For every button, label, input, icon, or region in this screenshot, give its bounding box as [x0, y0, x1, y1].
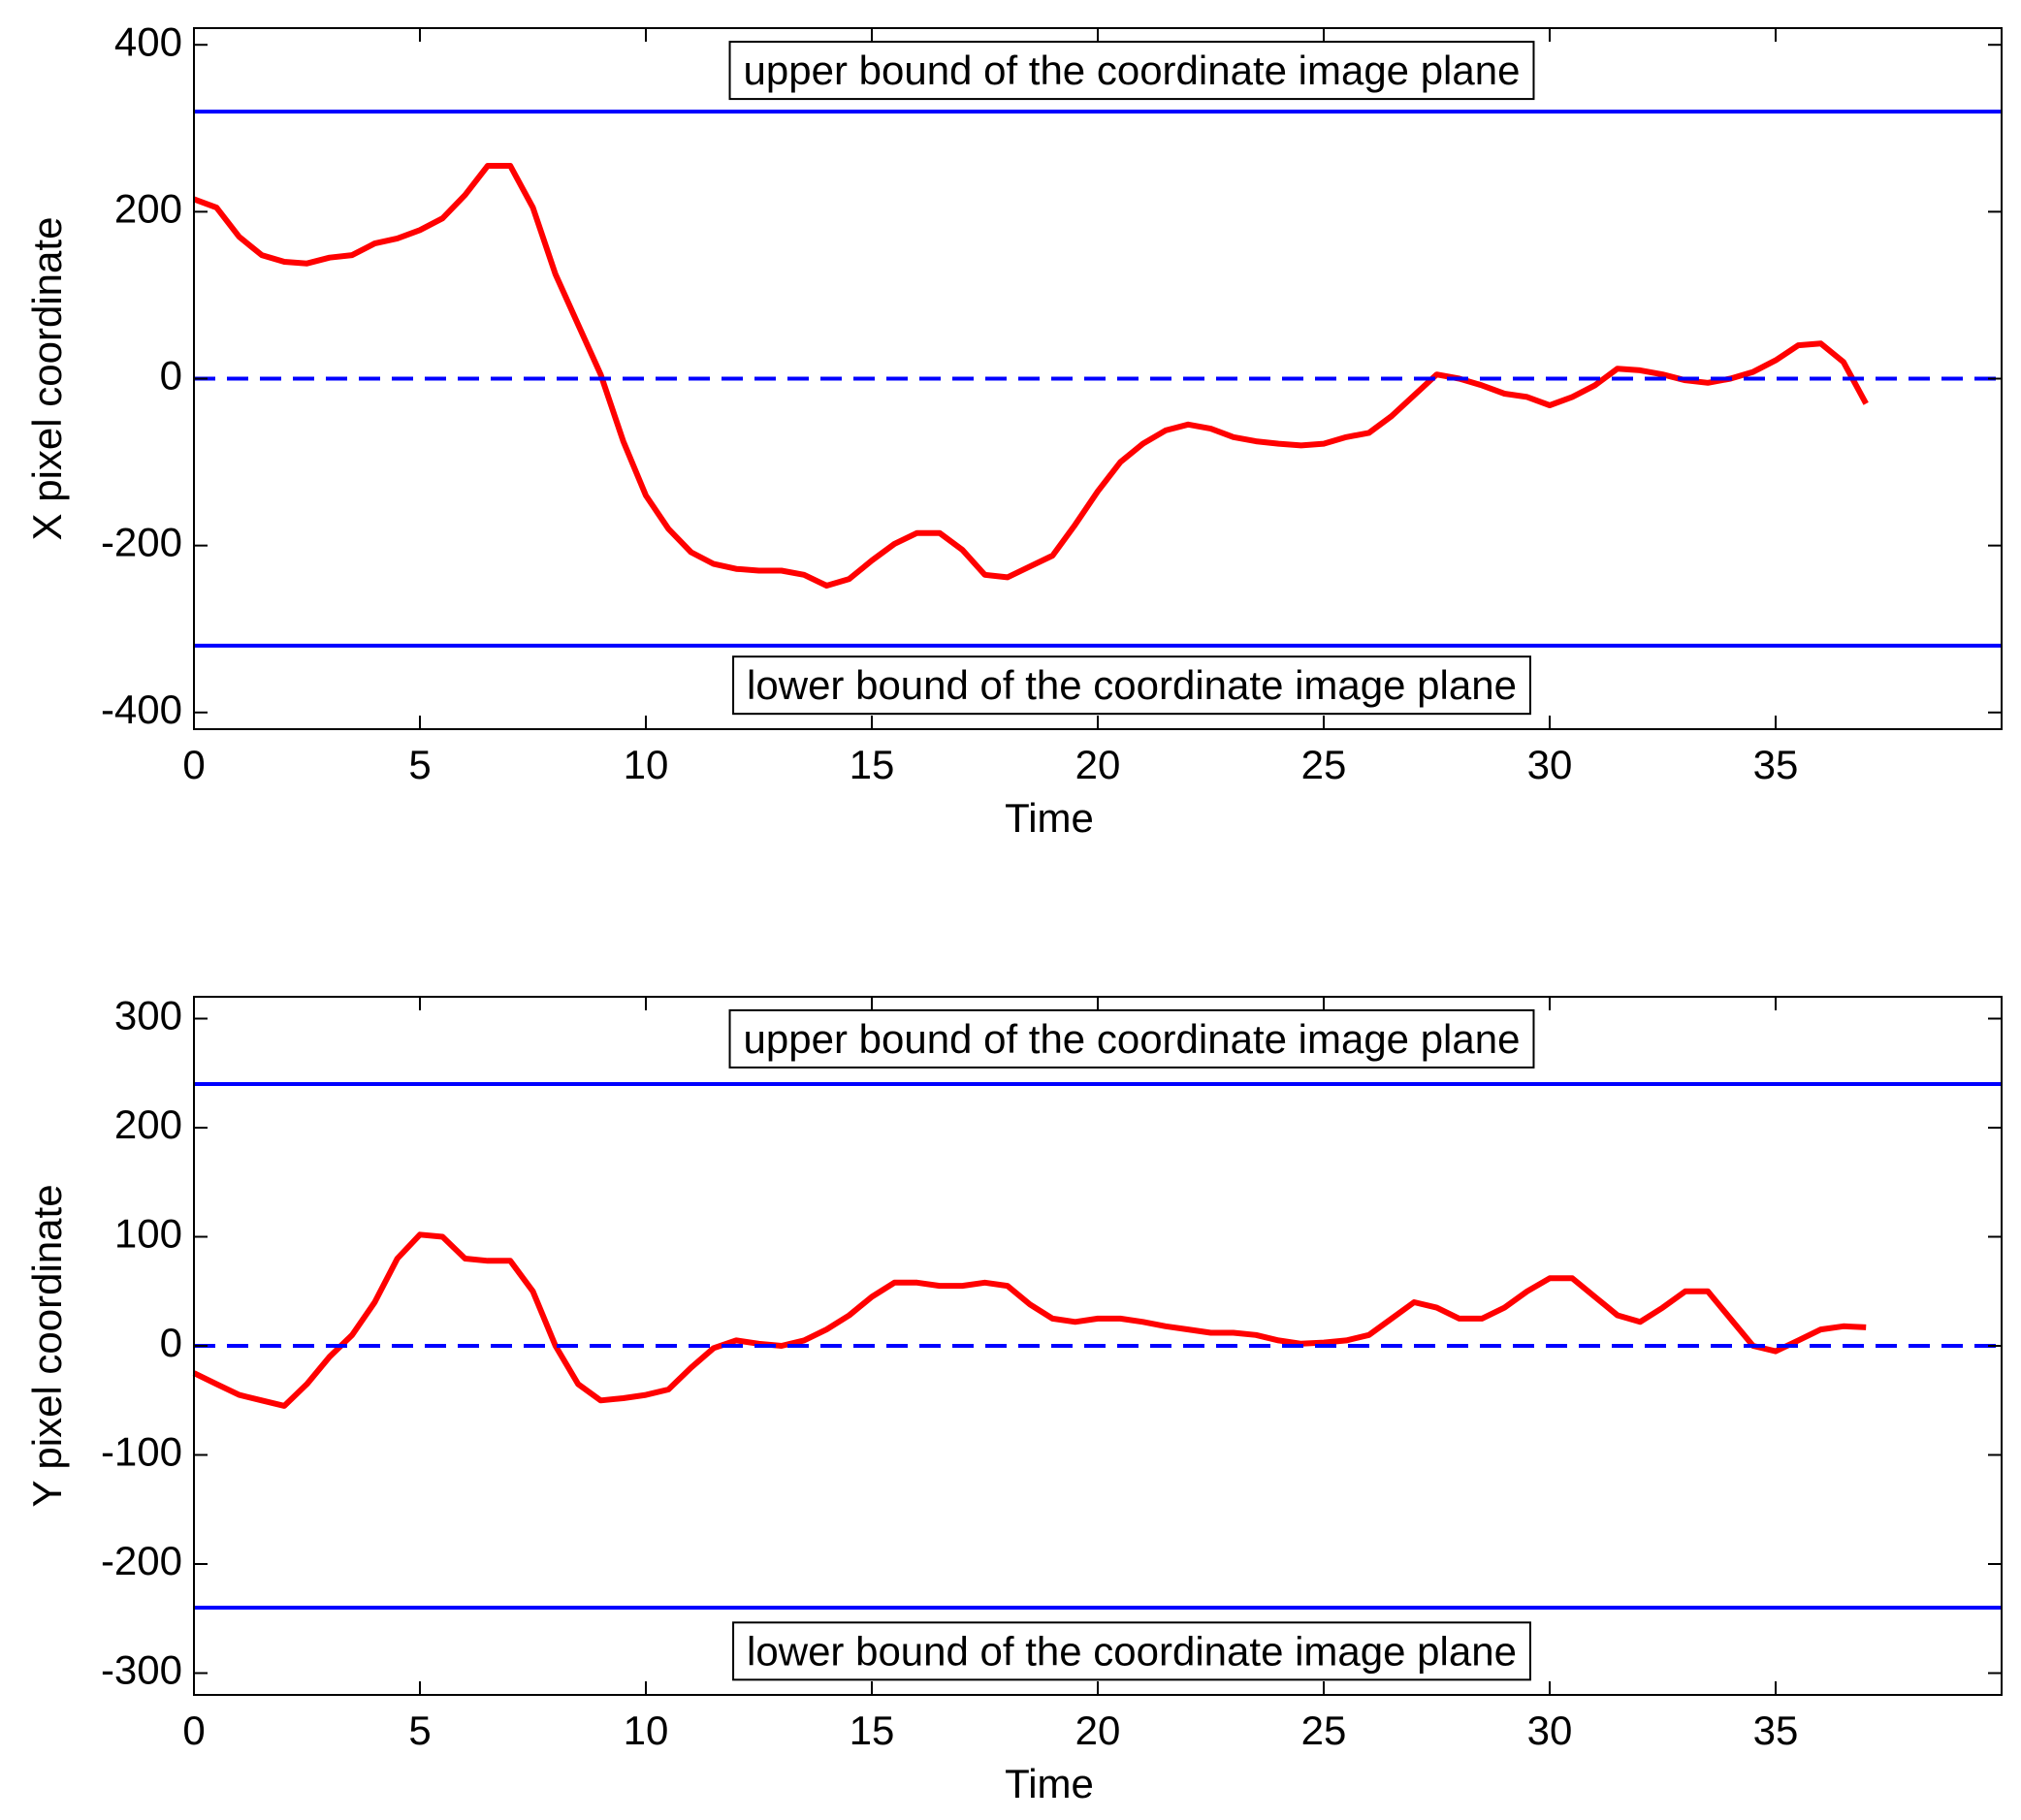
- annotation: lower bound of the coordinate image plan…: [732, 655, 1531, 716]
- annotation-text: lower bound of the coordinate image plan…: [747, 1628, 1517, 1674]
- annotation: lower bound of the coordinate image plan…: [732, 1621, 1531, 1681]
- x-tick-label: 15: [850, 1708, 895, 1753]
- x-tick-label: 10: [624, 1708, 669, 1753]
- y-tick-label: -200: [101, 520, 182, 565]
- y-axis-label: Y pixel coordinate: [24, 1184, 70, 1507]
- x-tick-label: 25: [1301, 742, 1347, 787]
- annotation-box: [728, 1008, 1535, 1069]
- y-tick-label: 200: [114, 1102, 182, 1147]
- y-tick-label: 300: [114, 993, 182, 1038]
- annotation-box: [732, 655, 1531, 716]
- x-tick-label: 30: [1527, 1708, 1573, 1753]
- annotation: upper bound of the coordinate image plan…: [728, 1008, 1535, 1069]
- y-axis-label: X pixel coordinate: [24, 217, 70, 541]
- y-tick-label: 0: [160, 353, 182, 399]
- annotation-box: [728, 41, 1535, 101]
- annotation-box: [732, 1621, 1531, 1681]
- x-tick-label: 0: [182, 742, 205, 787]
- y-tick-label: 200: [114, 185, 182, 231]
- annotation-text: upper bound of the coordinate image plan…: [744, 1016, 1521, 1062]
- x-tick-label: 25: [1301, 1708, 1347, 1753]
- y-tick-label: -200: [101, 1538, 182, 1583]
- x-tick-label: 5: [408, 1708, 431, 1753]
- x-tick-label: 0: [182, 1708, 205, 1753]
- x-axis-label: Time: [1005, 1761, 1094, 1806]
- y-tick-label: -400: [101, 686, 182, 732]
- annotation-text: lower bound of the coordinate image plan…: [747, 662, 1517, 708]
- annotation: upper bound of the coordinate image plan…: [728, 41, 1535, 101]
- x-tick-label: 30: [1527, 742, 1573, 787]
- x-tick-label: 35: [1753, 1708, 1799, 1753]
- x-tick-label: 35: [1753, 742, 1799, 787]
- x-tick-label: 20: [1075, 742, 1121, 787]
- y-tick-label: 100: [114, 1211, 182, 1257]
- annotation-text: upper bound of the coordinate image plan…: [744, 48, 1521, 93]
- x-tick-label: 10: [624, 742, 669, 787]
- x-tick-label: 15: [850, 742, 895, 787]
- x-tick-label: 20: [1075, 1708, 1121, 1753]
- x-axis-label: Time: [1005, 795, 1094, 841]
- y-tick-label: 400: [114, 18, 182, 64]
- y-tick-label: -300: [101, 1647, 182, 1693]
- trajectory-line: [192, 163, 1869, 589]
- trajectory-line: [192, 1231, 1867, 1409]
- y-tick-label: 0: [160, 1320, 182, 1365]
- y-tick-label: -100: [101, 1429, 182, 1475]
- x-tick-label: 5: [408, 742, 431, 787]
